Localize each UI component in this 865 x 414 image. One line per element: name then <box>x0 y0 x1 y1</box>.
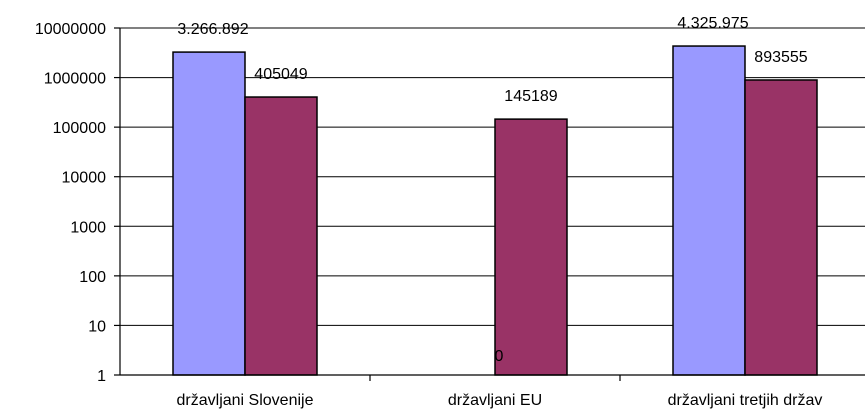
axes <box>114 27 865 381</box>
y-tick-label: 10000000 <box>35 21 106 38</box>
y-tick-label: 100 <box>79 269 106 286</box>
data-label: 145189 <box>504 88 557 105</box>
y-tick-label: 100000 <box>53 120 106 137</box>
y-tick-label: 10000 <box>62 170 107 187</box>
y-tick-label: 1 <box>97 368 106 385</box>
bar <box>172 51 246 376</box>
data-label: 893555 <box>754 49 807 66</box>
category-label: državljani EU <box>448 392 542 409</box>
data-label: 3.266.892 <box>177 21 248 38</box>
y-tick-label: 10 <box>88 318 106 335</box>
bar <box>672 45 746 376</box>
labels: 1 10 100 1000 10000 100000 1000000 10000000 drža… <box>35 15 823 409</box>
bars <box>172 45 818 376</box>
data-label: 4.325.975 <box>677 15 748 32</box>
data-label: 0 <box>495 348 504 365</box>
data-label: 405049 <box>254 66 307 83</box>
category-label: državljani tretjih držav <box>668 392 823 409</box>
category-label: državljani Slovenije <box>177 392 314 409</box>
y-tick-label: 1000000 <box>44 71 106 88</box>
bar <box>244 96 318 376</box>
bar <box>744 79 818 376</box>
y-tick-label: 1000 <box>70 219 106 236</box>
bar <box>494 118 568 376</box>
